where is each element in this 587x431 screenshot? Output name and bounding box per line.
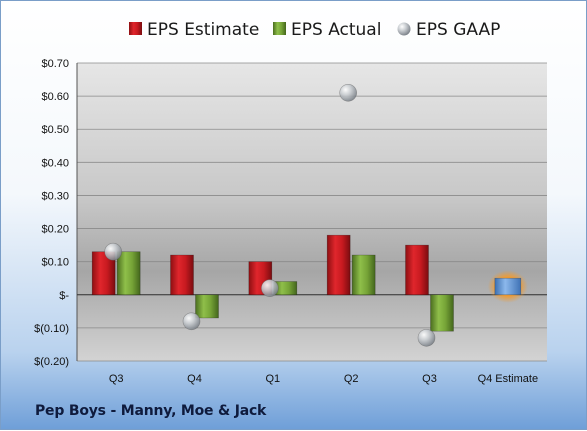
legend-swatch-actual [273,22,286,35]
eps-actual-bar [430,294,454,332]
eps-actual-bar [195,294,219,319]
eps-gaap-point [182,312,201,331]
legend-label-estimate: EPS Estimate [147,20,259,40]
plot-area [77,63,547,361]
legend-label-actual: EPS Actual [291,20,381,40]
eps-estimate-bar [405,244,429,296]
eps-estimate-bar [170,254,194,296]
y-tick-label: $0.10 [41,257,69,269]
bars [91,234,528,332]
eps-estimate-bar [326,234,351,296]
y-tick-label: $- [59,290,69,302]
y-tick-label: $(0.10) [34,323,69,335]
company-title: Pep Boys - Manny, Moe & Jack [35,403,267,419]
x-tick-label: Q2 [344,373,359,385]
x-tick-label: Q4 Estimate [478,373,539,385]
x-axis-ticks: Q3 Q4 Q1 Q2 Q3 Q4 Estimate [109,373,538,385]
y-axis-ticks: $0.70 $0.60 $0.50 $0.40 $0.30 $0.20 $0.10 $- $(0… [34,58,69,368]
eps-actual-bar [116,251,141,296]
legend: EPS Estimate EPS Actual EPS GAAP [129,20,500,40]
x-tick-label: Q3 [109,373,124,385]
y-tick-label: $0.60 [41,91,69,103]
y-tick-label: $0.20 [41,224,69,236]
y-tick-label: $0.50 [41,124,69,136]
q4-estimate-bar [494,277,522,296]
y-tick-label: $0.30 [41,190,69,202]
y-tick-label: $0.40 [41,157,69,169]
gaap-points [104,84,436,347]
eps-gaap-point [417,329,436,347]
x-tick-label: Q4 [187,373,202,385]
eps-gaap-point [104,242,122,261]
eps-gaap-point [261,279,279,297]
eps-actual-bar [351,254,376,296]
eps-estimate-bar [91,251,116,296]
y-tick-label: $(0.20) [34,356,69,368]
x-tick-label: Q1 [265,373,280,385]
x-tick-label: Q3 [422,373,437,385]
gridlines [76,62,547,362]
legend-swatch-gaap [397,22,411,36]
legend-swatch-estimate [129,22,142,35]
y-tick-label: $0.70 [41,58,69,70]
legend-label-gaap: EPS GAAP [416,20,500,40]
eps-gaap-point [339,84,357,102]
